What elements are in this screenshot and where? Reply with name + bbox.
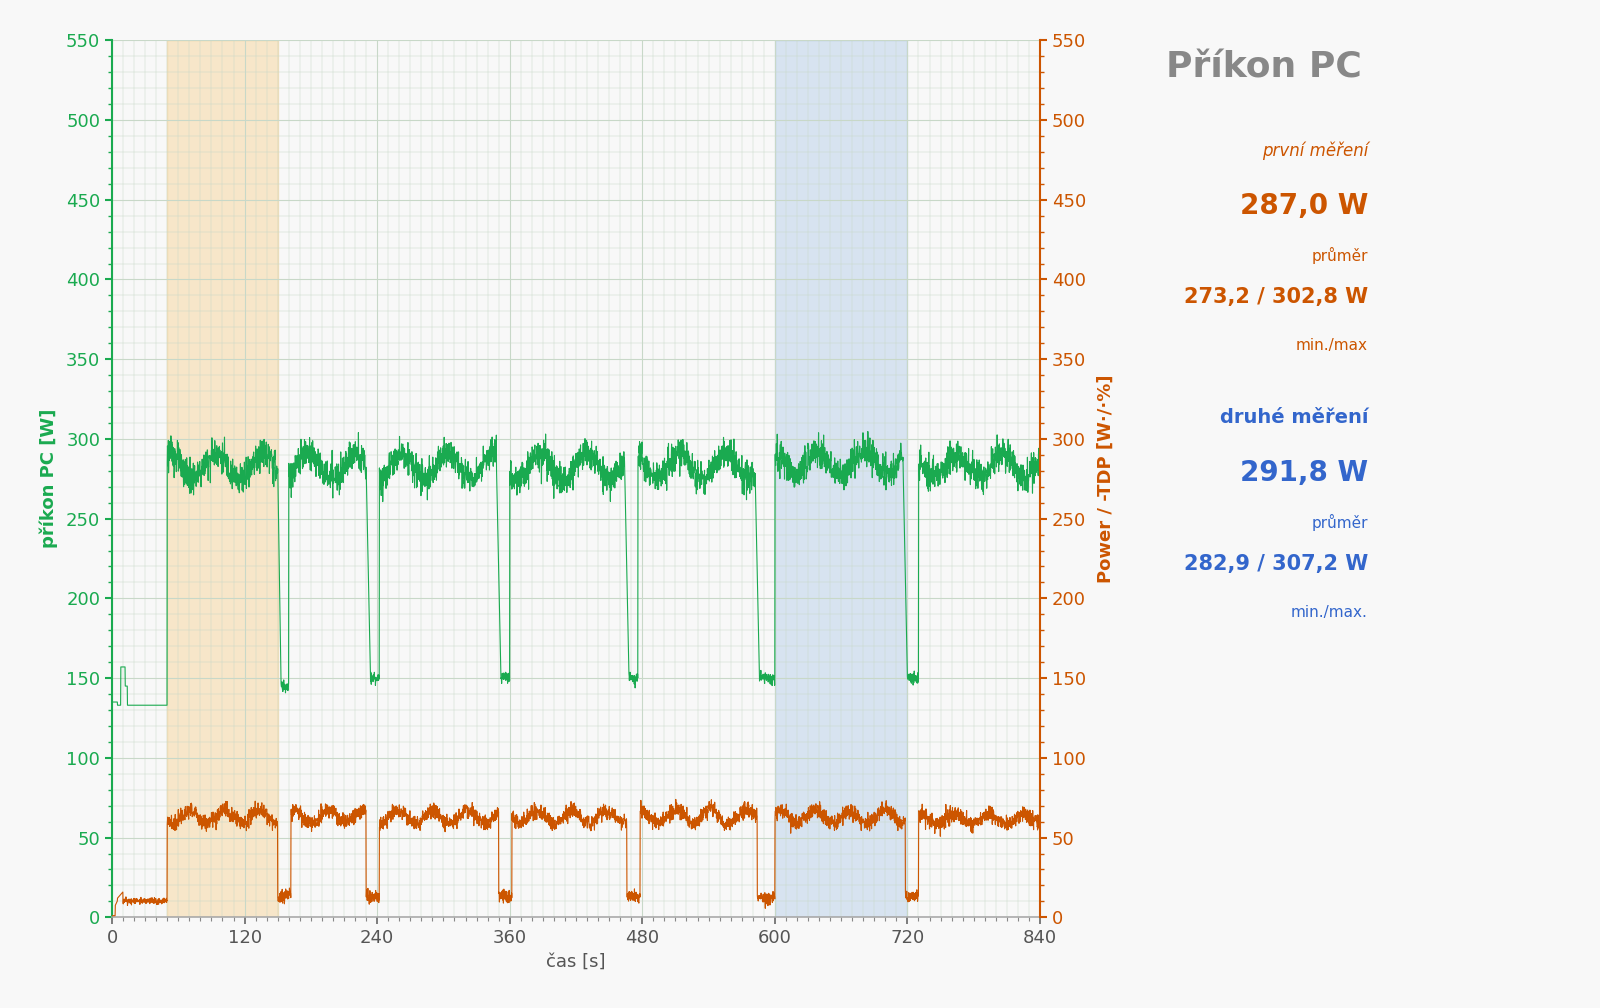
Text: druhé měření: druhé měření <box>1219 408 1368 427</box>
Text: min./max.: min./max. <box>1291 605 1368 620</box>
X-axis label: čas [s]: čas [s] <box>546 953 606 971</box>
Text: průměr: průměr <box>1312 514 1368 531</box>
Text: 282,9 / 307,2 W: 282,9 / 307,2 W <box>1184 554 1368 575</box>
Y-axis label: Power / -TDP [W·/·%]: Power / -TDP [W·/·%] <box>1098 375 1115 583</box>
Text: min./max: min./max <box>1296 338 1368 353</box>
Bar <box>168 40 278 917</box>
Y-axis label: příkon PC [W]: příkon PC [W] <box>38 409 58 548</box>
Text: 287,0 W: 287,0 W <box>1240 192 1368 220</box>
Text: 291,8 W: 291,8 W <box>1240 459 1368 487</box>
Text: první měření: první měření <box>1262 141 1368 159</box>
Bar <box>774 40 907 917</box>
Text: průměr: průměr <box>1312 247 1368 264</box>
Text: 273,2 / 302,8 W: 273,2 / 302,8 W <box>1184 287 1368 307</box>
Text: Příkon PC: Příkon PC <box>1166 50 1362 85</box>
